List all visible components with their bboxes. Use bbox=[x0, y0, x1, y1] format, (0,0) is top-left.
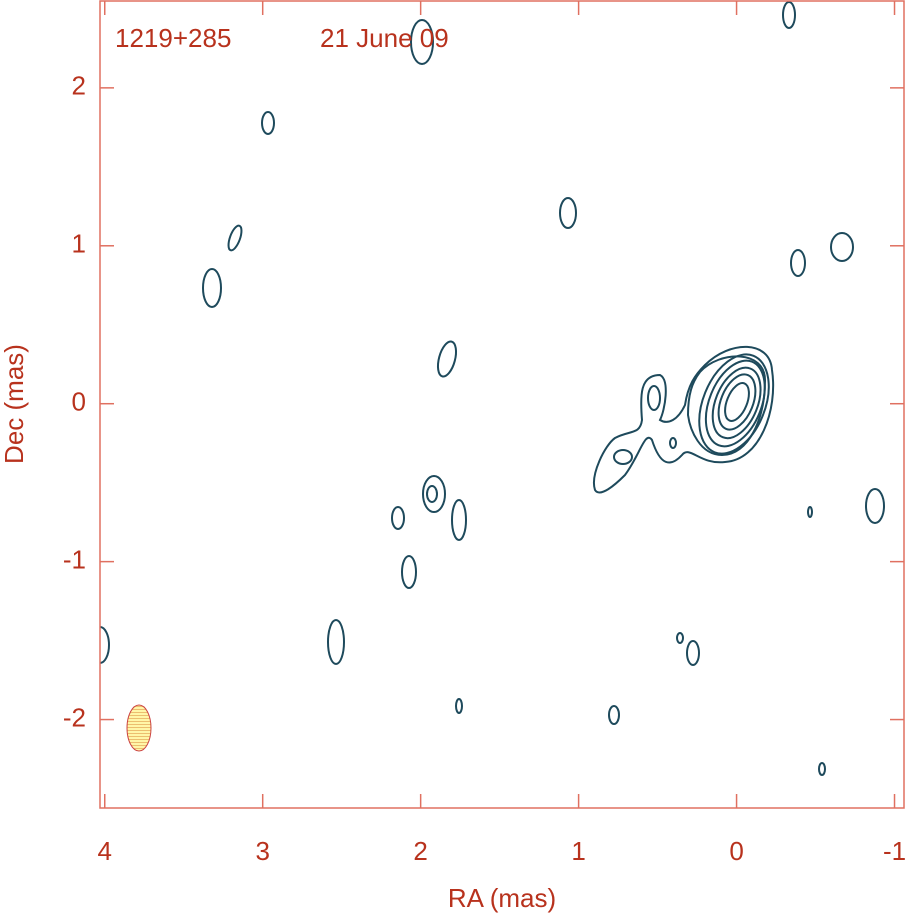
y-tick-label: 2 bbox=[72, 71, 86, 101]
x-tick-label: -1 bbox=[883, 836, 906, 866]
y-tick-label: 0 bbox=[72, 387, 86, 417]
core bbox=[698, 353, 770, 455]
y-tick-label: -1 bbox=[63, 545, 86, 575]
y-tick-label: 1 bbox=[72, 229, 86, 259]
plot-frame bbox=[99, 0, 905, 809]
jet-contour-2 bbox=[686, 355, 767, 457]
contours bbox=[100, 1, 885, 776]
x-tick-label: 1 bbox=[571, 836, 585, 866]
x-tick-label: 2 bbox=[413, 836, 427, 866]
x-tick-label: 0 bbox=[729, 836, 743, 866]
x-tick-label: 3 bbox=[255, 836, 269, 866]
y-tick-label: -2 bbox=[63, 702, 86, 732]
jet-contour bbox=[593, 345, 775, 494]
y-axis-label: Dec (mas) bbox=[0, 344, 29, 464]
chart-title: 1219+285 bbox=[115, 23, 231, 53]
chart-subtitle: 21 June 09 bbox=[320, 23, 449, 53]
x-axis-label: RA (mas) bbox=[448, 883, 556, 913]
beam bbox=[126, 704, 152, 752]
x-tick-label: 4 bbox=[98, 836, 112, 866]
